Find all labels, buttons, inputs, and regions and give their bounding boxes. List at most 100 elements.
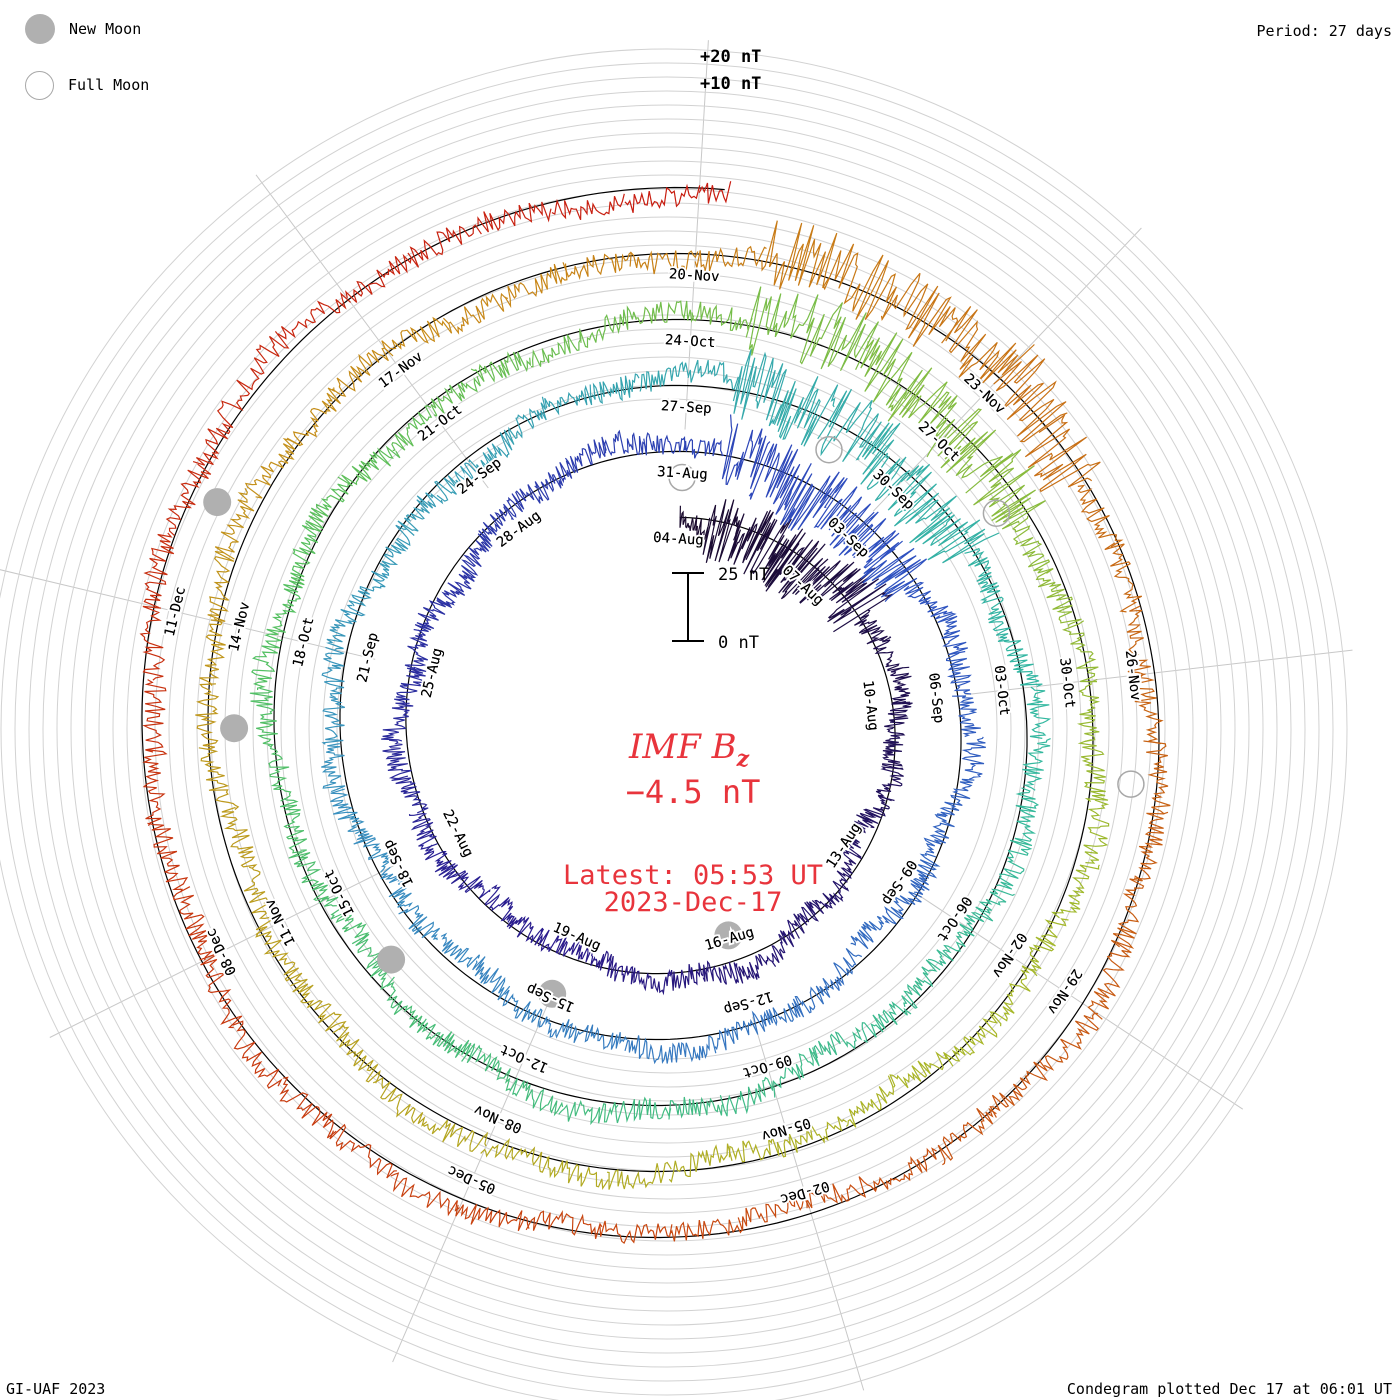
bz-trace-segment [702,499,741,563]
bz-trace-segment [890,667,912,704]
new-moon-marker [714,921,743,950]
bz-trace-segment [813,477,875,549]
bz-trace-segment [502,989,543,1027]
bz-trace-segment [139,605,166,681]
bz-trace-segment [1077,739,1109,802]
bz-trace-segment [669,1035,717,1063]
bz-trace-segment [794,560,861,605]
bz-trace-segment [1050,864,1100,919]
grid-spoke [964,649,1353,696]
center-date: 2023-Dec-17 [604,887,783,918]
bz-trace-segment [321,743,346,793]
bz-trace-segment [889,1051,948,1089]
date-label-text: 08-Nov [472,1101,525,1136]
bz-trace-segment [728,1136,792,1163]
bz-trace-segment [668,1143,733,1183]
bz-trace-segment [1125,605,1151,678]
bz-trace-segment [382,739,412,780]
bz-trace-segment [290,978,347,1032]
bz-trace-segment [1110,875,1145,949]
bz-trace-segment [727,509,776,575]
bz-trace-segment [199,952,243,1029]
grid-spoke [0,569,376,660]
grid-circle [56,118,1278,1340]
bz-trace-segment [321,696,346,745]
bz-trace-segment [321,896,370,940]
new-moon-marker [203,488,232,517]
bz-trace-segment [765,539,829,600]
bz-trace-segment [884,700,913,737]
center-value: −4.5 nT [626,773,761,811]
bz-trace-segment [416,1018,472,1058]
new-moon-icon [25,14,55,44]
grid-circle [210,272,1124,1186]
bz-trace-segment [279,1076,337,1139]
date-label-text: 06-Sep [925,672,947,724]
bz-trace-segment [1061,620,1099,683]
bz-trace-segment [996,837,1033,890]
bz-trace-segment [198,747,240,811]
grid-circle [70,132,1264,1326]
bz-trace-segment [579,305,637,349]
scale-label-10: +10 nT [700,74,761,94]
bz-trace-segment [633,300,695,325]
bz-trace-segment [244,437,301,499]
bz-trace-segment [568,935,604,969]
bz-trace-segment [468,430,513,474]
bz-trace-segment [391,405,433,452]
bz-trace-segment [289,522,319,586]
bz-trace-segment [351,933,391,991]
scale-bar-high-label: 25 nT [718,565,769,585]
bz-trace-segment [386,976,425,1031]
bz-trace-segment [249,687,278,748]
bz-trace-segment [639,361,689,392]
bz-trace-segment [881,734,904,770]
bz-trace-segment [903,581,953,618]
bz-trace-segment [993,354,1068,443]
grid-circle [84,146,1250,1312]
bz-trace-segment [873,1147,937,1191]
bz-trace-segment [643,432,686,456]
legend-new-moon: New Moon [25,12,141,46]
bz-trace-segment [812,1026,863,1059]
bz-trace-segment [606,1161,672,1190]
plotted-timestamp: Condegram plotted Dec 17 at 06:01 UT [1066,1380,1392,1398]
legend-new-moon-label: New Moon [69,20,142,38]
bz-trace-segment [147,822,189,893]
bz-trace-segment [583,1024,627,1050]
bz-trace-segment [558,1099,619,1126]
bz-trace-segment [232,1020,283,1089]
bz-trace-segment [484,884,514,923]
scale-label-20: +20 nT [700,47,761,67]
grid-circle [28,90,1306,1368]
bz-trace-segment [172,886,214,961]
bz-trace-segment [195,683,220,751]
bz-trace-segment [599,1220,673,1245]
grid-circle [266,328,1068,1130]
bz-trace-segment [687,359,739,391]
bz-trace-segment [266,580,305,636]
grid-circle [112,174,1222,1284]
bz-trace-segment [1044,1012,1100,1071]
bz-trace-segment [562,251,632,280]
credit-label: GI-UAF 2023 [6,1380,106,1398]
bz-trace-segment [348,568,390,607]
bz-trace-segment [952,695,981,738]
grid-spoke [684,40,709,430]
grid-circle [42,104,1292,1354]
bz-trace-segment [860,422,911,502]
bz-trace-segment [836,849,862,890]
bz-trace-segment [669,1218,743,1242]
bz-trace-segment [1024,413,1101,493]
bz-trace-segment [331,347,394,397]
bz-trace-segment [372,1077,428,1127]
date-label-text: 11-Dec [162,585,189,638]
bz-trace-segment [551,193,625,221]
period-label: Period: 27 days [1256,22,1392,40]
legend-full-moon-label: Full Moon [68,76,150,94]
bz-trace-segment [751,1003,798,1034]
bz-trace-segment [1014,787,1040,842]
bz-trace-segment [719,1076,774,1117]
bz-trace-segment [943,1014,998,1067]
